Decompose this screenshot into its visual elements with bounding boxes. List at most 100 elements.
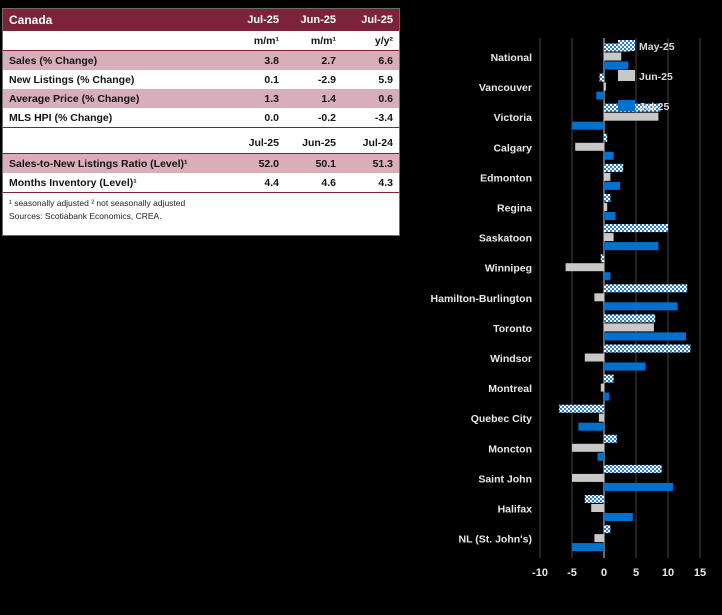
category-label: Calgary: [493, 142, 532, 154]
chart-bar: [584, 353, 604, 362]
chart-bar: [604, 374, 614, 383]
category-label: Victoria: [494, 112, 532, 124]
canada-housing-table: Canada Jul-25 Jun-25 Jul-25 m/m¹ m/m¹ y/…: [2, 8, 400, 236]
row-value: -2.9: [317, 73, 336, 86]
legend-swatch: [618, 40, 635, 51]
row-value: 4.6: [321, 176, 336, 189]
footnote-adjustment: ¹ seasonally adjusted ² not seasonally a…: [9, 198, 186, 208]
chart-bar: [604, 323, 654, 332]
chart-bar: [591, 504, 604, 512]
chart-bar: [604, 181, 620, 190]
unit-cell-1: m/m¹: [253, 34, 279, 47]
chart-bar: [604, 434, 617, 443]
footnote-sources: Sources: Scotiabank Economics, CREA.: [9, 210, 162, 221]
chart-bar: [600, 383, 604, 392]
category-label: Quebec City: [471, 413, 532, 425]
category-label: Winnipeg: [485, 263, 532, 275]
row-value: 52.0: [258, 157, 279, 170]
x-tick-label: -5: [567, 567, 577, 579]
row-value: 1.3: [264, 92, 279, 105]
category-label: Moncton: [488, 443, 532, 455]
chart-bar: [604, 302, 678, 311]
mid-col-header-2: Jun-25: [302, 136, 336, 149]
row-value: 2.7: [321, 54, 336, 67]
chart-bar: [604, 112, 659, 121]
category-label: Saskatoon: [479, 233, 532, 245]
chart-bar: [604, 272, 611, 281]
table-mid-header-row: Jul-25 Jun-25 Jul-24: [3, 128, 399, 154]
chart-bar: [604, 203, 608, 211]
chart-bar: [598, 413, 604, 422]
col-header-2: Jun-25: [300, 14, 336, 26]
unit-cell-3: y/y²: [374, 34, 393, 47]
table-footnotes: ¹ seasonally adjusted ² not seasonally a…: [3, 193, 399, 235]
chart-bar: [604, 133, 608, 142]
chart-bar: [604, 284, 688, 293]
chart-bar: [604, 151, 614, 160]
category-label: Toronto: [493, 323, 532, 335]
row-value: 5.9: [378, 73, 393, 86]
category-label: Windsor: [490, 353, 532, 365]
unit-cell-2: m/m¹: [310, 34, 336, 47]
row-value: 0.1: [264, 73, 279, 86]
col-header-1: Jul-25: [247, 14, 279, 26]
chart-bar: [604, 525, 611, 534]
row-label: MLS HPI (% Change): [9, 111, 113, 124]
category-label: Regina: [497, 203, 532, 215]
chart-bar: [604, 52, 622, 61]
legend-swatch: [618, 70, 635, 81]
x-tick-label: 15: [694, 567, 706, 579]
chart-bar: [604, 82, 606, 91]
chart-bar: [599, 73, 604, 82]
table-row: Average Price (% Change) 1.3 1.4 0.6: [3, 89, 399, 108]
x-tick-label: 10: [662, 567, 674, 579]
category-label: NL (St. John's): [459, 534, 532, 546]
chart-bar: [604, 233, 614, 242]
chart-bar: [596, 91, 604, 100]
chart-bar: [604, 513, 633, 521]
row-value: -0.2: [317, 111, 336, 124]
chart-bar: [572, 121, 604, 130]
chart-bar: [594, 534, 604, 543]
chart-bar: [604, 163, 624, 172]
chart-bar: [559, 404, 604, 413]
row-value: 3.8: [264, 54, 279, 67]
row-label: New Listings (% Change): [9, 73, 135, 86]
chart-bar: [604, 212, 616, 220]
table-row: Sales-to-New Listings Ratio (Level)¹ 52.…: [3, 154, 399, 173]
x-tick-label: 0: [601, 567, 607, 579]
table-row: Months Inventory (Level)¹ 4.4 4.6 4.3: [3, 173, 399, 193]
chart-bar: [572, 473, 604, 482]
category-label: Montreal: [488, 383, 532, 395]
row-value: 0.6: [378, 92, 393, 105]
chart-bar: [604, 314, 656, 323]
chart-bar: [584, 495, 604, 503]
category-label: Vancouver: [479, 82, 532, 94]
chart-bar: [604, 482, 674, 491]
chart-bar: [604, 332, 686, 341]
table-title: Canada: [9, 13, 53, 27]
category-label: Halifax: [498, 504, 533, 516]
row-value: 51.3: [372, 157, 393, 170]
mid-col-header-1: Jul-25: [248, 136, 279, 149]
category-label: National: [491, 52, 533, 64]
x-tick-label: 5: [633, 567, 639, 579]
row-value: 6.6: [378, 54, 393, 67]
row-value: 1.4: [321, 92, 336, 105]
row-value: -3.4: [374, 111, 393, 124]
chart-bar: [578, 422, 604, 431]
legend-label: May-25: [639, 41, 675, 53]
sales-by-city-chart-region: -10 -5 0 5 10 15 National Vancouver Victoria Calg…: [428, 28, 722, 588]
chart-bar: [604, 464, 662, 473]
chart-bar: [597, 452, 604, 461]
legend-swatch: [618, 100, 635, 111]
row-value: 4.3: [378, 176, 393, 189]
chart-bar: [604, 392, 610, 401]
chart-bar: [600, 254, 604, 263]
row-value: 0.0: [264, 111, 279, 124]
chart-bar: [572, 543, 604, 552]
chart-bar: [604, 172, 611, 181]
chart-bar: [604, 344, 691, 353]
chart-bar: [594, 293, 604, 302]
row-label: Average Price (% Change): [9, 92, 140, 105]
